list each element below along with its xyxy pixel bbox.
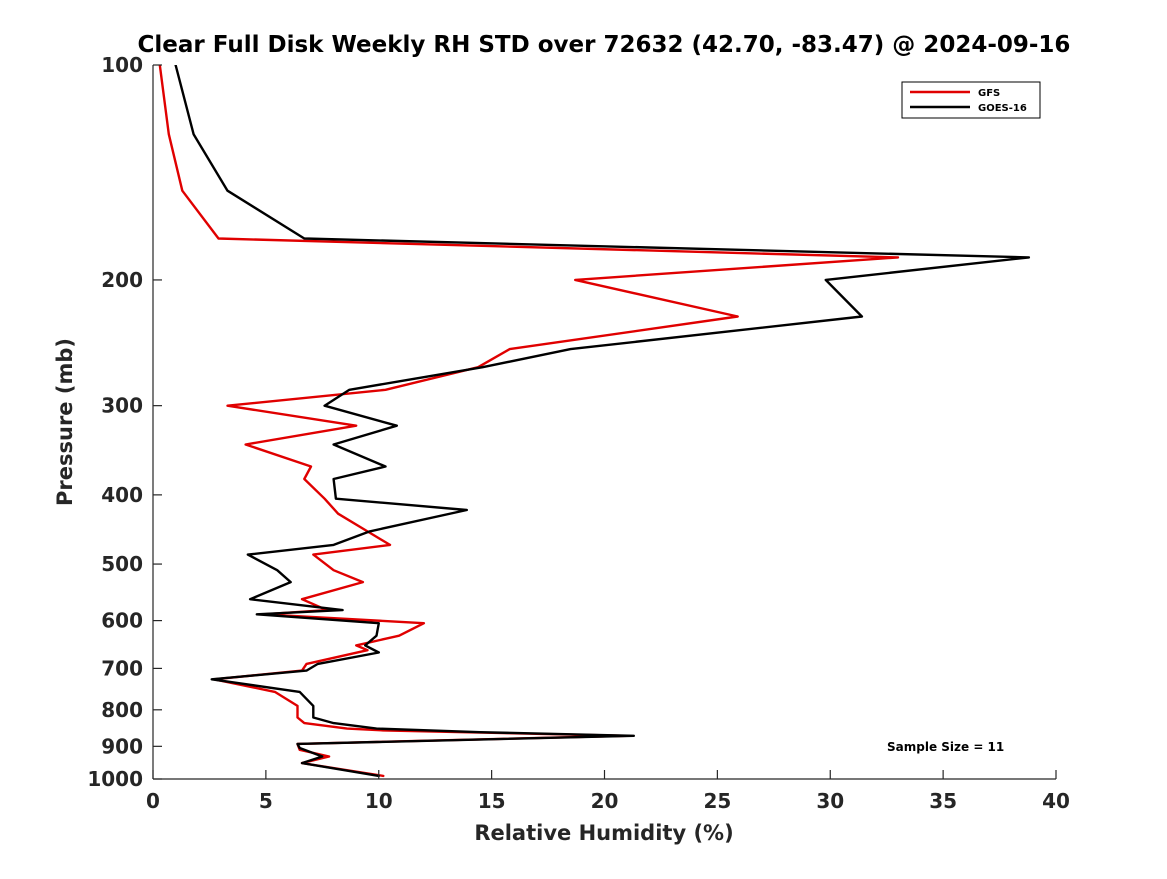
y-tick-label: 700: [101, 656, 143, 680]
x-tick-label: 35: [929, 789, 957, 813]
x-tick-label: 25: [703, 789, 731, 813]
y-axis-label: Pressure (mb): [53, 338, 77, 506]
x-axis-label: Relative Humidity (%): [474, 821, 733, 845]
x-tick-label: 20: [591, 789, 619, 813]
legend-box: [901, 81, 1041, 119]
x-tick-label: 30: [816, 789, 844, 813]
y-tick-label: 100: [101, 53, 143, 77]
y-tick-label: 300: [101, 394, 143, 418]
y-tick-label: 400: [101, 483, 143, 507]
legend-label-gfs: GFS: [978, 88, 1000, 99]
y-tick-label: 900: [101, 734, 143, 758]
y-tick-label: 500: [101, 552, 143, 576]
y-tick-label: 1000: [87, 767, 143, 791]
x-tick-label: 15: [478, 789, 506, 813]
y-tick-label: 600: [101, 609, 143, 633]
sample-size-annotation: Sample Size = 11: [887, 740, 1004, 754]
x-tick-label: 5: [259, 789, 273, 813]
y-tick-label: 800: [101, 698, 143, 722]
series-line-goes-16: [174, 65, 1031, 778]
chart-title: Clear Full Disk Weekly RH STD over 72632…: [138, 32, 1071, 58]
series-line-gfs: [158, 65, 900, 778]
x-tick-label: 40: [1042, 789, 1070, 813]
legend: GFS GOES-16: [901, 81, 1041, 119]
x-tick-label: 10: [365, 789, 393, 813]
legend-label-goes16: GOES-16: [978, 103, 1027, 114]
x-tick-label: 0: [146, 789, 160, 813]
y-tick-label: 200: [101, 268, 143, 292]
